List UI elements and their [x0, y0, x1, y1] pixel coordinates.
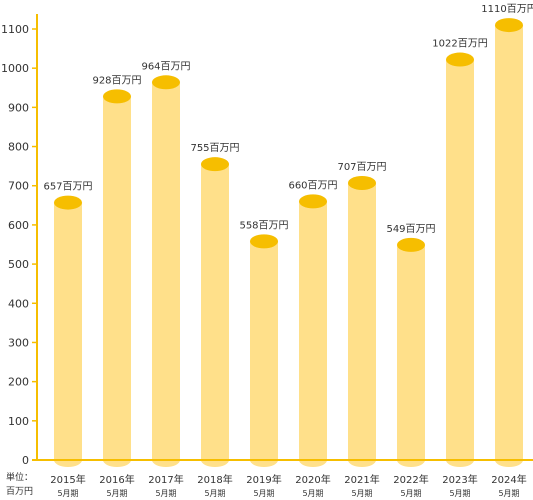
bar	[446, 52, 474, 467]
y-tick-label: 0	[22, 454, 29, 467]
bar-body	[446, 59, 474, 460]
x-tick-sublabel: 5月期	[498, 489, 519, 498]
x-tick-label: 2024年	[491, 473, 526, 486]
x-tick-sublabel: 5月期	[253, 489, 274, 498]
bar	[397, 237, 425, 467]
y-tick-label: 100	[8, 415, 29, 428]
x-tick-sublabel: 5月期	[449, 489, 470, 498]
bar-body	[348, 182, 376, 460]
y-axis: 0 100 200 300 400 500 600 700 800 900 1000 1100	[1, 14, 38, 467]
bar-body	[54, 202, 82, 461]
bar-top-cap	[348, 175, 376, 190]
bar-body	[103, 96, 131, 460]
y-tick-label: 700	[8, 180, 29, 193]
bar-top-cap	[103, 89, 131, 104]
bar-top-cap	[299, 194, 327, 209]
bar-value-label: 964百万円	[141, 60, 190, 72]
x-tick-sublabel: 5月期	[302, 489, 323, 498]
bar-body	[397, 244, 425, 460]
y-tick-label: 600	[8, 219, 29, 232]
x-tick-label: 2018年	[197, 473, 232, 486]
x-tick-label: 2016年	[99, 473, 134, 486]
bar-value-label: 707百万円	[337, 161, 386, 173]
unit-label-line1: 単位：	[6, 471, 33, 483]
x-tick-label: 2015年	[50, 473, 85, 486]
bar	[299, 194, 327, 467]
unit-label-line2: 百万円	[6, 486, 33, 497]
bar	[348, 175, 376, 467]
x-tick-sublabel: 5月期	[106, 489, 127, 498]
x-tick-label: 2023年	[442, 473, 477, 486]
y-tick-label: 200	[8, 376, 29, 389]
y-tick-label: 500	[8, 258, 29, 271]
y-tick-label: 300	[8, 336, 29, 349]
y-tick-label: 400	[8, 297, 29, 310]
bar	[201, 157, 229, 467]
bar-top-cap	[397, 237, 425, 252]
bar-body	[152, 82, 180, 461]
bar-body	[299, 201, 327, 460]
bar-value-label: 755百万円	[190, 142, 239, 154]
bar-value-label: 660百万円	[288, 179, 337, 191]
bar	[103, 89, 131, 467]
bar-value-label: 1022百万円	[432, 38, 487, 50]
bar-body	[250, 241, 278, 460]
x-tick-sublabel: 5月期	[155, 489, 176, 498]
x-tick-label: 2020年	[295, 473, 330, 486]
bar	[54, 195, 82, 467]
y-tick-label: 1100	[1, 23, 29, 36]
x-tick-sublabel: 5月期	[57, 489, 78, 498]
x-tick-label: 2019年	[246, 473, 281, 486]
y-tick-label: 1000	[1, 62, 29, 75]
bar-top-cap	[54, 195, 82, 210]
bar-body	[201, 164, 229, 460]
bar-value-label: 549百万円	[386, 223, 435, 235]
bar-top-cap	[446, 52, 474, 67]
bar-value-label: 657百万円	[43, 181, 92, 193]
y-tick-label: 800	[8, 141, 29, 154]
bar-top-cap	[495, 18, 523, 33]
x-tick-sublabel: 5月期	[351, 489, 372, 498]
x-tick-sublabel: 5月期	[400, 489, 421, 498]
bar-top-cap	[152, 75, 180, 90]
y-tick-label: 900	[8, 101, 29, 114]
bar	[250, 234, 278, 467]
bar-top-cap	[201, 157, 229, 172]
x-axis: 2015年 5月期 2016年 5月期 2017年 5月期 2018年 5月期 2019年 5月期…	[32, 459, 533, 498]
bar	[495, 18, 523, 467]
x-tick-label: 2022年	[393, 473, 428, 486]
x-tick-sublabel: 5月期	[204, 489, 225, 498]
bar	[152, 75, 180, 467]
bar-value-label: 558百万円	[239, 219, 288, 231]
x-tick-label: 2021年	[344, 473, 379, 486]
bar-value-label: 928百万円	[92, 74, 141, 86]
bar-value-label: 1110百万円	[481, 3, 533, 15]
bar-top-cap	[250, 234, 278, 249]
x-tick-label: 2017年	[148, 473, 183, 486]
bar-body	[495, 25, 523, 460]
